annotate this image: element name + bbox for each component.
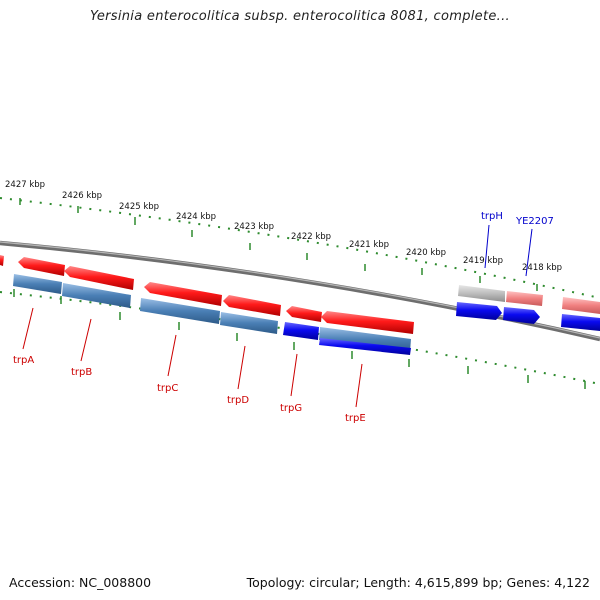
gene-arrow[interactable] (321, 311, 414, 334)
scale-labels: 2427 kbp 2426 kbp 2425 kbp 2424 kbp 2423… (5, 180, 562, 273)
scale-label: 2425 kbp (119, 202, 159, 212)
gene-arrow[interactable] (144, 282, 222, 306)
gene-arrow[interactable] (18, 257, 65, 276)
gene-arrow[interactable] (319, 338, 411, 355)
gene-arrow[interactable] (458, 285, 505, 302)
label-leaders (22, 224, 533, 408)
gene-arrow[interactable] (223, 295, 281, 316)
outer-tick-track (0, 197, 600, 299)
gene-arrow[interactable] (0, 255, 4, 266)
forward-strand-genes (0, 255, 600, 334)
gene-arrow[interactable] (64, 266, 134, 290)
scale-label: 2422 kbp (291, 232, 331, 242)
scale-label: 2418 kbp (522, 263, 562, 273)
gene-label-trpA[interactable]: trpA (13, 355, 34, 366)
scale-label: 2424 kbp (176, 212, 216, 222)
gene-label-trpB[interactable]: trpB (71, 367, 92, 378)
inner-tick-track (0, 289, 600, 389)
scale-label: 2419 kbp (463, 256, 503, 266)
scale-label: 2427 kbp (5, 180, 45, 190)
gene-arrow[interactable] (506, 291, 543, 306)
gene-labels: trpA trpB trpC trpD trpG trpE trpH YE220… (13, 211, 554, 424)
gene-label-trpG[interactable]: trpG (280, 403, 302, 414)
gene-arrow[interactable] (562, 297, 600, 314)
gene-arrow[interactable] (503, 307, 540, 324)
gene-arrow[interactable] (286, 306, 322, 322)
scale-label: 2423 kbp (234, 222, 274, 232)
genome-summary-text: Topology: circular; Length: 4,615,899 bp… (246, 575, 590, 590)
scale-label: 2426 kbp (62, 191, 102, 201)
gene-arrow[interactable] (561, 314, 600, 331)
gene-arrow[interactable] (220, 312, 278, 334)
scale-label: 2421 kbp (349, 240, 389, 250)
gene-arrow[interactable] (13, 274, 62, 294)
gene-arrow[interactable] (456, 302, 502, 320)
gene-label-trpD[interactable]: trpD (227, 395, 249, 406)
gene-arrow[interactable] (140, 298, 220, 324)
gene-arrow[interactable] (62, 283, 131, 308)
reverse-strand-genes (13, 274, 600, 355)
accession-text: Accession: NC_008800 (9, 575, 152, 590)
gene-arrow[interactable] (283, 322, 319, 340)
gene-label-trpH[interactable]: trpH (481, 211, 503, 222)
gene-label-YE2207[interactable]: YE2207 (515, 216, 554, 227)
gene-label-trpC[interactable]: trpC (157, 383, 178, 394)
gene-label-trpE[interactable]: trpE (345, 413, 366, 424)
map-title: Yersinia enterocolitica subsp. enterocol… (90, 9, 510, 24)
scale-label: 2420 kbp (406, 248, 446, 258)
